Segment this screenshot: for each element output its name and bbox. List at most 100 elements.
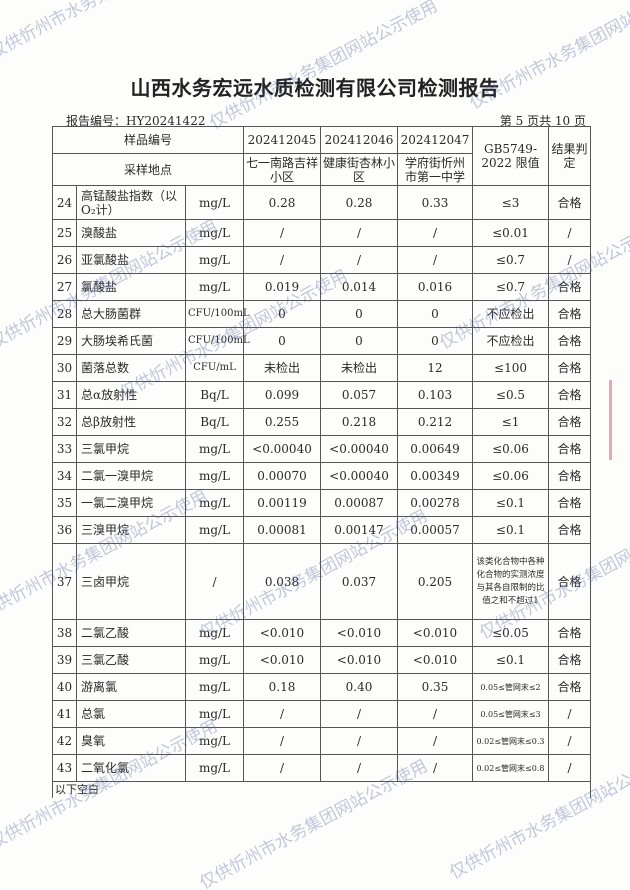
parameter-name: 总大肠菌群 — [76, 300, 186, 328]
row-number: 31 — [52, 381, 77, 409]
parameter-name: 高锰酸盐指数（以O₂计） — [76, 185, 186, 220]
row-number: 28 — [52, 300, 77, 328]
value: / — [397, 700, 473, 728]
value: <0.010 — [320, 619, 398, 647]
value: <0.00040 — [320, 435, 398, 463]
location: 健康街杏林小区 — [320, 153, 398, 186]
result: 合格 — [548, 462, 591, 490]
value: 0.40 — [320, 673, 398, 701]
value: / — [243, 219, 321, 247]
value: 0.00278 — [397, 489, 473, 517]
table-row: 26 亚氯酸盐 mg/L / / / ≤0.7/ — [52, 246, 591, 274]
results-table: 样品编号 202412045 202412046 202412047 GB574… — [52, 126, 591, 798]
table-row: 27 氯酸盐 mg/L 0.019 0.014 0.016 ≤0.7 合格 — [52, 273, 591, 301]
value: / — [243, 727, 321, 755]
sample-no: 202412045 — [243, 126, 321, 154]
parameter-name: 三卤甲烷 — [76, 543, 186, 620]
value: 0.037 — [320, 543, 398, 620]
table-row: 31 总α放射性 Bq/L 0.099 0.057 0.103 ≤0.5 合格 — [52, 381, 591, 409]
header-row-sample: 样品编号 202412045 202412046 202412047 GB574… — [52, 126, 591, 186]
row-number: 24 — [52, 185, 77, 220]
value: / — [243, 754, 321, 782]
page-info: 第 5 页共 10 页 — [499, 114, 586, 128]
result: / — [548, 219, 591, 247]
result: 合格 — [548, 381, 591, 409]
table-row: 43 二氧化氯 mg/L / //0.02≤管网末≤0.8/ — [52, 754, 591, 782]
value: <0.00040 — [243, 435, 321, 463]
parameter-name: 二氯乙酸 — [76, 619, 186, 647]
row-number: 42 — [52, 727, 77, 755]
unit: mg/L — [185, 673, 244, 701]
row-number: 35 — [52, 489, 77, 517]
value: 0.255 — [243, 408, 321, 436]
limit: 0.02≤管网末≤0.3 — [472, 727, 549, 755]
unit: mg/L — [185, 727, 244, 755]
limit: ≤0.1 — [472, 516, 549, 544]
limit: 该类化合物中各种化合物的实测浓度与其各自限制的比值之和不超过1 — [472, 543, 549, 620]
value: / — [397, 219, 473, 247]
row-number: 38 — [52, 619, 77, 647]
limit: ≤0.1 — [472, 646, 549, 674]
parameter-name: 总α放射性 — [76, 381, 186, 409]
parameter-name: 三溴甲烷 — [76, 516, 186, 544]
report-title: 山西水务宏远水质检测有限公司检测报告 — [130, 76, 500, 100]
table-row: 33 三氯甲烷 mg/L <0.00040 <0.00040 0.00649 ≤0.06 合格 — [52, 435, 591, 463]
value: 未检出 — [320, 354, 398, 382]
value: / — [320, 727, 398, 755]
unit: / — [185, 543, 244, 620]
value: <0.00040 — [320, 462, 398, 490]
limit-label: GB5749-2022 限值 — [472, 126, 549, 186]
sample-no: 202412047 — [397, 126, 473, 154]
header-row-location: 采样地点 七一南路吉祥小区 健康街杏林小区 学府街忻州市第一中学 — [52, 153, 591, 186]
value: <0.010 — [243, 619, 321, 647]
limit: ≤0.5 — [472, 381, 549, 409]
row-number: 30 — [52, 354, 77, 382]
table-row: 32 总β放射性 Bq/L 0.255 0.218 0.212 ≤1 合格 — [52, 408, 591, 436]
value: 0.212 — [397, 408, 473, 436]
value: <0.010 — [397, 646, 473, 674]
footer-blank-note: 以下空白 — [52, 781, 591, 798]
value: 0.35 — [397, 673, 473, 701]
value: / — [320, 219, 398, 247]
value: / — [243, 700, 321, 728]
parameter-name: 总β放射性 — [76, 408, 186, 436]
value: 0.18 — [243, 673, 321, 701]
limit: ≤3 — [472, 185, 549, 220]
table-row: 25 溴酸盐 mg/L / / / ≤0.01/ — [52, 219, 591, 247]
limit: ≤0.06 — [472, 435, 549, 463]
value: 0 — [397, 300, 473, 328]
parameter-name: 亚氯酸盐 — [76, 246, 186, 274]
result: 合格 — [548, 354, 591, 382]
table-row: 42 臭氧 mg/L / //0.02≤管网末≤0.3/ — [52, 727, 591, 755]
limit: ≤0.7 — [472, 273, 549, 301]
report-number: 报告编号：HY20241422 — [66, 114, 206, 128]
limit: ≤0.01 — [472, 219, 549, 247]
value: / — [397, 754, 473, 782]
parameter-name: 臭氧 — [76, 727, 186, 755]
row-number: 34 — [52, 462, 77, 490]
value: / — [397, 246, 473, 274]
table-row: 29 大肠埃希氏菌 CFU/100mL 0 0 0 不应检出 合格 — [52, 327, 591, 355]
parameter-name: 游离氯 — [76, 673, 186, 701]
table-row: 24 高锰酸盐指数（以O₂计） mg/L 0.28 0.28 0.33 ≤3 合格 — [52, 185, 591, 220]
sample-no: 202412046 — [320, 126, 398, 154]
unit: Bq/L — [185, 408, 244, 436]
row-number: 43 — [52, 754, 77, 782]
unit: mg/L — [185, 700, 244, 728]
row-number: 26 — [52, 246, 77, 274]
value: 未检出 — [243, 354, 321, 382]
table-row: 37 三卤甲烷/0.038 0.037 0.205 该类化合物中各种化合物的实测浓度与其… — [52, 543, 591, 620]
value: 0 — [243, 300, 321, 328]
limit: ≤100 — [472, 354, 549, 382]
unit: mg/L — [185, 246, 244, 274]
unit: mg/L — [185, 219, 244, 247]
unit: mg/L — [185, 462, 244, 490]
unit: mg/L — [185, 185, 244, 220]
table-row: 40 游离氯 mg/L 0.18 0.40 0.35 0.05≤管网末≤2 合格 — [52, 673, 591, 701]
parameter-name: 总氯 — [76, 700, 186, 728]
location: 学府街忻州市第一中学 — [397, 153, 473, 186]
table-row: 28 总大肠菌群 CFU/100mL 0 0 0 不应检出 合格 — [52, 300, 591, 328]
value: 0.28 — [320, 185, 398, 220]
result-label: 结果判定 — [548, 126, 591, 186]
result: / — [548, 727, 591, 755]
